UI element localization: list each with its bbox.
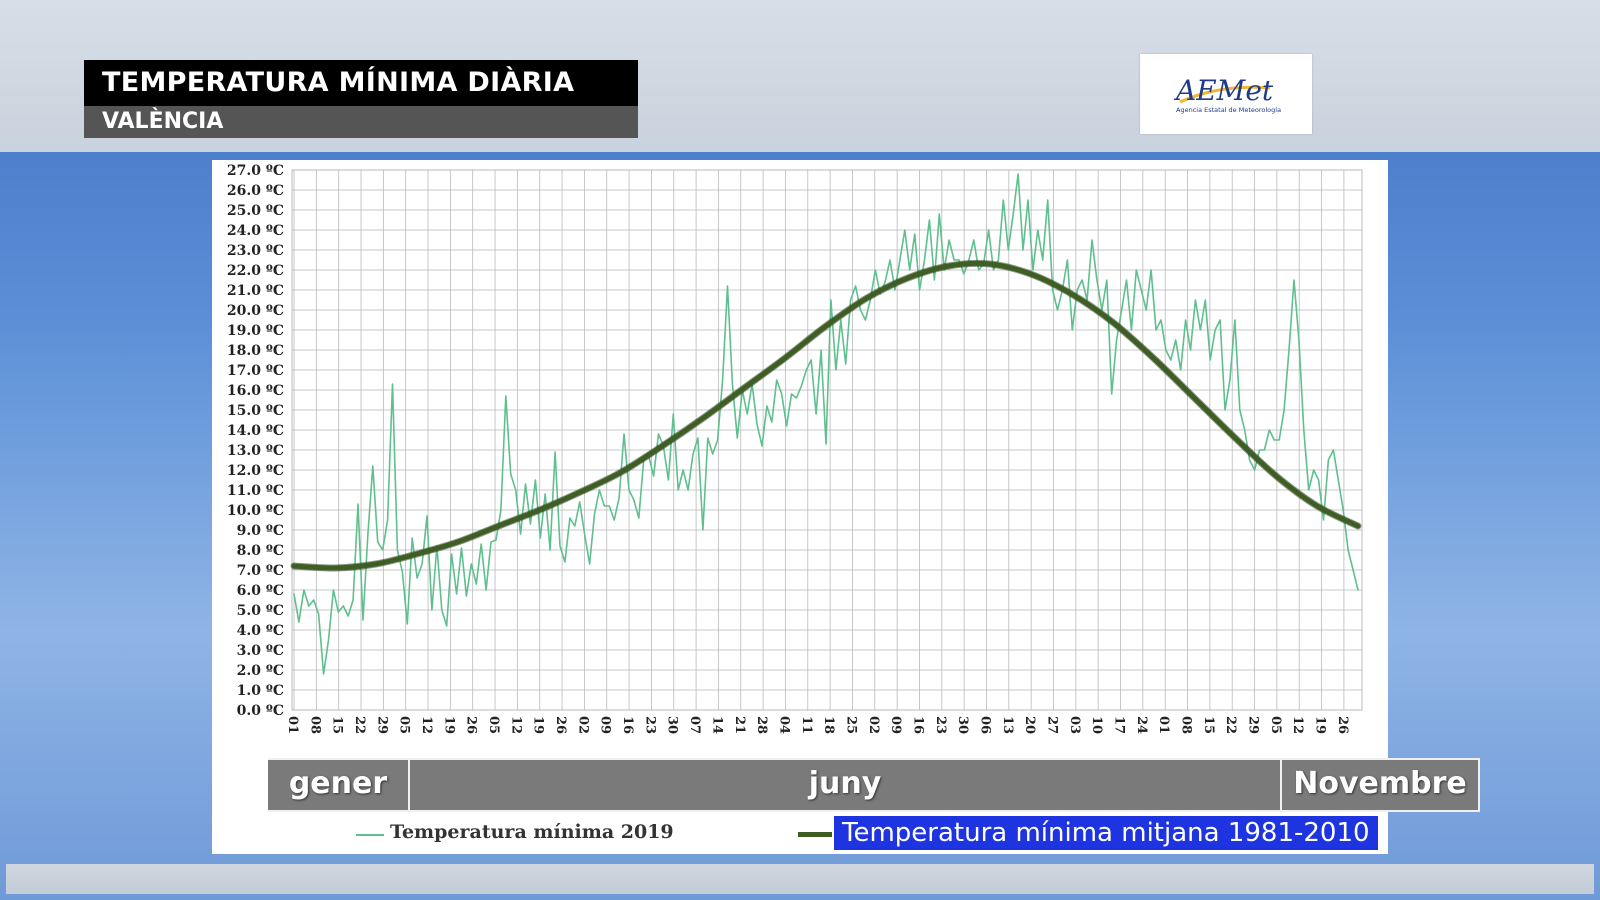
x-tick-label: 24 [1134,716,1149,734]
y-tick-label: 16.0 ºC [227,383,284,399]
logo-subtext: Agencia Estatal de Meteorología [1176,106,1281,114]
aemet-logo: AEMet Agencia Estatal de Meteorología [1140,54,1312,134]
x-tick-label: 13 [1000,716,1015,734]
y-tick-label: 19.0 ºC [227,323,284,339]
x-tick-label: 27 [1044,716,1059,734]
x-tick-label: 18 [821,716,836,734]
y-tick-label: 24.0 ºC [227,223,284,239]
x-tick-label: 12 [1290,716,1305,734]
y-tick-label: 20.0 ºC [227,303,284,319]
month-label-juny: juny [410,758,1282,812]
x-tick-label: 30 [665,716,680,734]
y-tick-label: 12.0 ºC [227,463,284,479]
logo-wordmark: AEMet [1173,74,1274,107]
y-tick-label: 1.0 ºC [237,683,284,699]
x-tick-label: 02 [575,716,590,734]
legend-swatch-average [798,832,832,837]
x-tick-label: 17 [1112,716,1127,734]
page-subtitle: VALÈNCIA [84,106,638,138]
x-tick-label: 07 [687,716,702,734]
x-tick-label: 30 [955,716,970,734]
series-line-average [291,260,1361,571]
y-tick-label: 8.0 ºC [237,543,284,559]
temperature-chart: 0.0 ºC 1.0 ºC 2.0 ºC 3.0 ºC 4.0 ºC 5.0 ºC 6.0 … [227,163,1363,734]
series-line-2019 [293,173,1359,675]
y-tick-label: 2.0 ºC [237,663,284,679]
legend-swatch-2019 [356,834,384,836]
aemet-logo-icon: AEMet Agencia Estatal de Meteorología [1173,74,1281,114]
x-tick-label: 14 [709,716,724,734]
x-tick-label: 28 [754,716,769,734]
plot-area [291,169,1363,711]
y-tick-label: 7.0 ºC [237,563,284,579]
x-tick-label: 05 [486,716,501,734]
x-tick-label: 16 [910,716,925,734]
logo-arc-icon [1179,85,1271,104]
x-tick-label: 29 [374,716,389,734]
legend-label-average: Temperatura mínima mitjana 1981-2010 [834,816,1378,850]
x-tick-label: 23 [642,716,657,734]
y-tick-label: 18.0 ºC [227,343,284,359]
x-tick-label: 01 [285,716,300,734]
y-tick-label: 3.0 ºC [237,643,284,659]
x-tick-label: 19 [441,716,456,734]
y-tick-label: 9.0 ºC [237,523,284,539]
x-tick-label: 16 [620,716,635,734]
x-tick-label: 09 [888,716,903,734]
x-tick-label: 20 [1022,716,1037,734]
y-tick-label: 27.0 ºC [227,163,284,179]
legend-label-2019: Temperatura mínima 2019 [390,821,674,843]
x-tick-label: 15 [1201,716,1216,734]
x-tick-label: 21 [732,716,747,734]
x-tick-label: 05 [397,716,412,734]
y-tick-label: 14.0 ºC [227,423,284,439]
x-tick-label: 05 [1268,716,1283,734]
x-tick-label: 15 [330,716,345,734]
chart-panel: 0.0 ºC 1.0 ºC 2.0 ºC 3.0 ºC 4.0 ºC 5.0 ºC 6.0 … [212,160,1388,854]
y-tick-label: 22.0 ºC [227,263,284,279]
x-tick-label: 26 [1335,716,1350,734]
x-tick-label: 04 [776,716,791,734]
x-tick-label: 02 [866,716,881,734]
y-tick-label: 15.0 ºC [227,403,284,419]
x-tick-label: 11 [799,716,814,734]
y-tick-label: 6.0 ºC [237,583,284,599]
x-tick-label: 22 [352,716,367,734]
y-tick-label: 11.0 ºC [227,483,284,499]
x-tick-label: 19 [531,716,546,734]
x-tick-label: 01 [1156,716,1171,734]
x-tick-label: 08 [1179,716,1194,734]
x-tick-label: 29 [1246,716,1261,734]
x-tick-label: 06 [977,716,992,734]
footer-band [6,864,1594,894]
y-tick-label: 13.0 ºC [227,443,284,459]
x-tick-label: 08 [307,716,322,734]
y-tick-label: 0.0 ºC [237,703,284,719]
x-tick-label: 10 [1089,716,1104,734]
page-title: TEMPERATURA MÍNIMA DIÀRIA [84,60,638,106]
y-tick-label: 26.0 ºC [227,183,284,199]
y-tick-label: 21.0 ºC [227,283,284,299]
x-tick-label: 09 [598,716,613,734]
x-tick-label: 23 [933,716,948,734]
x-tick-label: 03 [1067,716,1082,734]
y-tick-label: 10.0 ºC [227,503,284,519]
x-tick-label: 12 [419,716,434,734]
month-label-gener: gener [268,758,410,812]
month-label-novembre: Novembre [1282,758,1480,812]
x-tick-label: 25 [843,716,858,734]
y-tick-label: 17.0 ºC [227,363,284,379]
y-tick-label: 25.0 ºC [227,203,284,219]
x-tick-label: 26 [464,716,479,734]
x-tick-label: 26 [553,716,568,734]
x-tick-label: 19 [1313,716,1328,734]
x-tick-label: 22 [1223,716,1238,734]
y-tick-label: 4.0 ºC [237,623,284,639]
y-tick-label: 5.0 ºC [237,603,284,619]
x-tick-label: 12 [508,716,523,734]
y-tick-label: 23.0 ºC [227,243,284,259]
